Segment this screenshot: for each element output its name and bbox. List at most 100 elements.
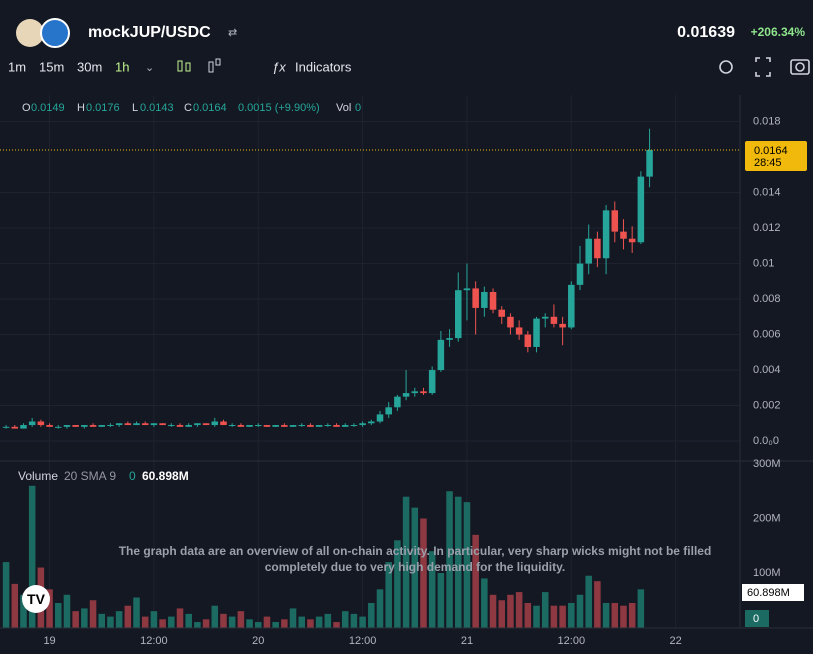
volume-bar xyxy=(524,602,532,628)
fx-icon[interactable]: ƒx xyxy=(272,59,286,74)
volume-bar xyxy=(428,551,436,628)
volume-bar xyxy=(11,583,19,628)
indicators[interactable]: Indicators xyxy=(295,59,352,74)
usdc-icon xyxy=(40,18,70,48)
volume-bar xyxy=(446,491,453,628)
candle-body xyxy=(89,425,97,427)
candle-body xyxy=(202,423,210,426)
y-tick-label: 0.012 xyxy=(753,222,781,234)
candle-body xyxy=(394,396,401,408)
ohlc-legend: O 0.0149 H 0.0176 L 0.0143 C 0.0164 0.00… xyxy=(22,102,361,114)
volume-bar xyxy=(602,602,610,628)
toolbar-icons[interactable] xyxy=(719,57,810,77)
chart-type-icon[interactable] xyxy=(208,58,221,73)
volume-bar xyxy=(315,616,323,628)
candle-type-icon[interactable] xyxy=(177,60,191,72)
timeframe[interactable]: 15m xyxy=(39,59,64,74)
volume-bar xyxy=(46,589,53,628)
volume-bar xyxy=(411,507,419,628)
volume-bar xyxy=(72,611,79,628)
candle-body xyxy=(98,425,105,427)
volume-bar xyxy=(481,578,488,628)
y-tick-label: 0.008 xyxy=(753,293,781,305)
candle-body xyxy=(11,426,19,429)
value: 60.898M xyxy=(142,469,189,483)
volume-bar xyxy=(437,573,445,628)
candle-body xyxy=(594,238,601,259)
label: O xyxy=(22,102,31,114)
sma-tag xyxy=(742,584,804,601)
candle-body xyxy=(63,425,71,427)
value: 0.0149 xyxy=(31,102,65,114)
price-tag-countdown: 28:45 xyxy=(754,157,782,169)
volume-bar xyxy=(341,611,349,628)
candle-body xyxy=(307,425,314,427)
volume-bar xyxy=(359,616,366,628)
timeframe[interactable]: 30m xyxy=(77,59,102,74)
label: H xyxy=(77,102,85,114)
candle-body xyxy=(507,316,514,328)
candle-body xyxy=(402,393,410,397)
notice: The graph data are an overview of all on… xyxy=(118,544,712,574)
volume-bar xyxy=(133,597,140,628)
timeframe[interactable]: 1m xyxy=(8,59,26,74)
volume-bar xyxy=(255,622,262,628)
volume-bar xyxy=(176,608,184,628)
x-tick-label: 22 xyxy=(670,635,682,647)
volume-tag xyxy=(745,610,769,627)
price-tag xyxy=(745,141,807,172)
value: 0.0015 (+9.90%) xyxy=(238,102,320,114)
volume-bar xyxy=(541,592,549,628)
volume-bar xyxy=(237,611,245,628)
value: 0 xyxy=(355,102,361,114)
candle-body xyxy=(333,425,340,427)
candle-body xyxy=(368,421,375,424)
candle-body xyxy=(159,423,166,426)
timeframe[interactable]: 1h xyxy=(115,59,129,74)
candle-body xyxy=(455,290,462,339)
value: 0.0176 xyxy=(86,102,120,114)
volume-bar xyxy=(350,613,358,628)
candle-body xyxy=(150,423,158,426)
volume-bar xyxy=(585,575,592,628)
grid xyxy=(0,95,740,628)
candle-body xyxy=(524,334,532,347)
candle-body xyxy=(228,425,236,427)
candle-body xyxy=(211,421,219,426)
candle-body xyxy=(515,327,523,335)
candle-body xyxy=(133,423,140,426)
candle-body xyxy=(324,425,332,427)
dropdown[interactable]: ⌄ xyxy=(145,62,154,74)
candle-body xyxy=(385,407,392,415)
volume-bar xyxy=(550,605,558,628)
candle-body xyxy=(463,288,471,291)
pair[interactable]: mockJUP/USDC xyxy=(88,24,211,41)
tv-logo[interactable]: TV xyxy=(22,585,50,613)
candle-body xyxy=(585,238,592,264)
candle-body xyxy=(289,425,297,427)
value: 0 xyxy=(129,469,136,483)
volume-bar xyxy=(594,581,601,628)
candle-body xyxy=(489,291,497,310)
candle-body xyxy=(315,425,323,427)
swap-icon[interactable]: ⇄ xyxy=(228,27,237,39)
candle-body xyxy=(2,426,10,428)
volume-bar xyxy=(141,616,149,628)
candle-body xyxy=(263,425,271,427)
volume-bar xyxy=(63,594,71,628)
price: 0.01639 xyxy=(677,24,735,41)
volume-bar xyxy=(420,518,427,628)
candle-body xyxy=(481,291,488,308)
label: C xyxy=(184,102,192,114)
candle-body xyxy=(420,391,427,394)
candle-body xyxy=(107,425,114,427)
volume-bar xyxy=(611,602,619,628)
candle-body xyxy=(437,339,445,371)
candle-body xyxy=(428,370,436,394)
volume-bar xyxy=(28,485,36,628)
candle-body xyxy=(341,425,349,427)
volume-bar xyxy=(55,602,62,628)
volume-bar xyxy=(150,611,158,628)
y-tick-label: 0.006 xyxy=(753,328,781,340)
